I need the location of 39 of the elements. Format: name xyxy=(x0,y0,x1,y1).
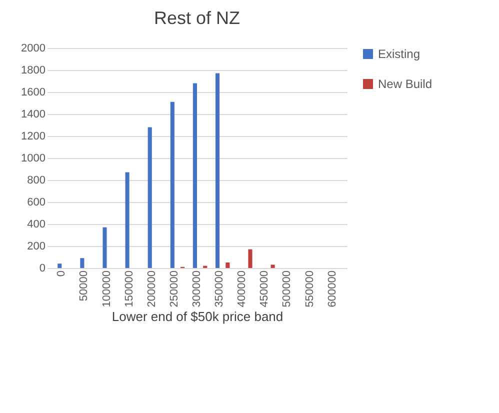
x-tick-label: 450000 xyxy=(258,270,271,308)
legend-label: New Build xyxy=(378,77,432,91)
x-tick-label: 350000 xyxy=(214,270,226,308)
bar xyxy=(58,264,62,268)
y-tick-label: 1000 xyxy=(21,152,46,164)
x-tick-label: 250000 xyxy=(168,270,180,308)
bar xyxy=(248,249,252,268)
bar xyxy=(148,127,152,268)
y-tick-label: 200 xyxy=(27,240,46,252)
bar xyxy=(170,102,174,268)
x-tick-label: 0 xyxy=(56,270,68,277)
chart-title: Rest of NZ xyxy=(154,8,240,28)
x-tick-label: 50000 xyxy=(78,270,90,302)
y-tick-label: 1800 xyxy=(21,64,46,76)
bar xyxy=(215,73,220,268)
y-tick-label: 1200 xyxy=(21,130,46,142)
bar xyxy=(102,227,107,268)
x-tick-label: 500000 xyxy=(281,270,294,308)
x-tick-label: 300000 xyxy=(191,270,203,308)
bar xyxy=(192,83,197,268)
bar xyxy=(226,262,230,268)
bar xyxy=(80,258,84,268)
y-tick-label: 1400 xyxy=(21,108,46,120)
x-tick-label: 600000 xyxy=(326,270,338,308)
bar xyxy=(270,264,275,268)
bar xyxy=(125,172,130,268)
y-tick-label: 1600 xyxy=(21,86,46,98)
legend-label: Existing xyxy=(378,47,420,61)
x-axis-title: Lower end of $50k price band xyxy=(112,309,284,324)
x-tick-label: 550000 xyxy=(304,270,316,308)
y-tick-label: 2000 xyxy=(21,42,46,54)
y-tick-label: 600 xyxy=(27,196,46,208)
y-tick-label: 800 xyxy=(27,174,46,186)
y-tick-label: 400 xyxy=(27,218,46,230)
x-tick-label: 150000 xyxy=(123,270,136,308)
x-tick-label: 100000 xyxy=(100,270,113,308)
x-tick-label: 200000 xyxy=(146,270,158,308)
x-tick-label: 400000 xyxy=(236,270,248,308)
y-tick-label: 0 xyxy=(39,262,46,274)
